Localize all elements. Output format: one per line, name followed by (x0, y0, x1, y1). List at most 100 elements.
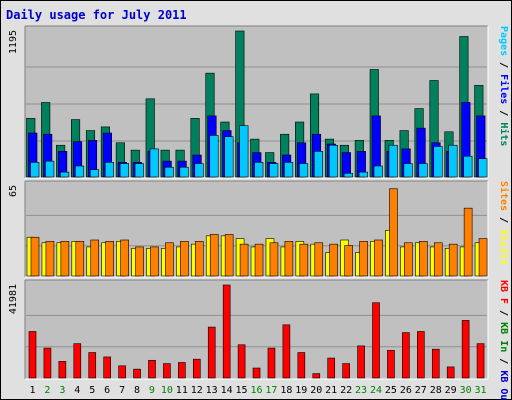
bar-sites-27 (419, 241, 428, 277)
bar-pages-17 (269, 163, 279, 178)
bar-pages-15 (239, 125, 249, 178)
bar-pages-21 (328, 144, 339, 178)
bar-kbf-4 (73, 343, 82, 379)
legend-part: / (498, 352, 509, 370)
bar-sites-11 (180, 241, 189, 277)
bar-sites-2 (45, 241, 55, 277)
bar-kbf-13 (207, 326, 216, 379)
x-axis-labels: 1 2 3 4 5 6 7 8 9 10 11 12 13 14 15 16 17 18 19 20 21 22 23 24 2… (29, 385, 486, 396)
chart-panels: 1195 Pages / Files / Hits 65 Sites / Visits… (8, 25, 510, 400)
y-max-label: 41981 (8, 284, 19, 314)
bar-kbf-23 (357, 345, 365, 379)
legend-part: / (498, 211, 509, 229)
x-tick-label: 25 (385, 385, 397, 396)
bar-pages-30 (463, 155, 473, 178)
panel-bottom: 41981 KB F / KB In / KB Out (8, 279, 509, 400)
bar-sites-24 (374, 239, 383, 277)
x-tick-label: 16 (250, 385, 262, 396)
bar-kbf-26 (402, 332, 410, 379)
legend-part: Visits (498, 229, 510, 265)
bar-sites-5 (90, 239, 100, 277)
legend-part: / (498, 56, 509, 74)
bar-sites-10 (165, 242, 174, 277)
bar-pages-18 (284, 162, 294, 178)
bar-pages-22 (343, 173, 353, 178)
bar-sites-8 (135, 246, 144, 277)
y-max-label: 65 (8, 185, 19, 197)
bar-sites-21 (329, 243, 339, 277)
bar-kbf-17 (267, 347, 276, 379)
x-tick-label: 1 (29, 385, 35, 396)
x-tick-label: 7 (119, 385, 125, 396)
legend-part: KB In (498, 322, 509, 352)
bar-pages-24 (373, 165, 383, 178)
x-tick-label: 24 (370, 385, 382, 396)
bar-sites-23 (359, 241, 368, 277)
legend-part: Files (498, 74, 510, 104)
legend-part: KB Out (498, 370, 509, 400)
x-tick-label: 13 (206, 385, 218, 396)
bar-sites-25 (389, 188, 398, 277)
x-tick-label: 5 (89, 385, 95, 396)
bar-pages-14 (224, 136, 234, 178)
bar-sites-16 (254, 243, 264, 277)
bar-pages-4 (75, 165, 85, 178)
bar-pages-10 (164, 166, 174, 178)
x-tick-label: 12 (191, 385, 203, 396)
bar-kbf-8 (133, 368, 141, 379)
x-tick-label: 31 (475, 385, 487, 396)
bar-kbf-19 (297, 352, 306, 379)
bar-kbf-11 (178, 362, 186, 379)
bar-sites-14 (224, 234, 234, 277)
chart-title: Daily usage for July 2011 (6, 8, 187, 22)
series-legend: Pages / Files / Hits (498, 26, 510, 146)
bar-kbf-31 (476, 343, 485, 379)
bar-kbf-7 (118, 365, 126, 379)
bar-sites-3 (60, 241, 70, 277)
x-tick-label: 18 (280, 385, 292, 396)
x-tick-label: 3 (59, 385, 65, 396)
legend-part: / (498, 104, 509, 122)
bar-pages-31 (478, 158, 488, 178)
x-tick-label: 9 (149, 385, 155, 396)
bar-pages-8 (134, 163, 144, 178)
bar-pages-12 (194, 163, 204, 178)
bar-sites-28 (433, 242, 443, 277)
legend-part: KB F (498, 280, 509, 304)
x-tick-label: 8 (134, 385, 140, 396)
x-tick-label: 4 (74, 385, 80, 396)
bar-pages-2 (45, 160, 55, 178)
bar-sites-17 (269, 242, 279, 277)
bar-pages-16 (254, 162, 264, 178)
bar-pages-13 (209, 135, 219, 178)
bar-sites-15 (239, 243, 249, 277)
bar-pages-29 (448, 144, 458, 178)
series-legend: Sites / Visits (498, 181, 510, 265)
bar-kbf-18 (282, 324, 291, 379)
bar-pages-1 (30, 162, 40, 178)
y-max-label: 1195 (8, 30, 19, 54)
bar-kbf-1 (28, 331, 37, 379)
bar-kbf-22 (342, 363, 350, 379)
bar-kbf-15 (237, 344, 246, 379)
bar-kbf-6 (103, 356, 111, 379)
bar-kbf-12 (192, 358, 201, 379)
bar-pages-20 (313, 151, 324, 178)
x-tick-label: 6 (104, 385, 110, 396)
bar-sites-31 (478, 238, 488, 277)
bar-kbf-14 (222, 284, 231, 379)
bar-sites-7 (120, 239, 129, 277)
bar-kbf-30 (461, 320, 470, 379)
bar-kbf-21 (327, 357, 336, 379)
bar-sites-18 (284, 241, 294, 277)
x-tick-label: 20 (310, 385, 322, 396)
x-tick-label: 30 (460, 385, 472, 396)
bar-kbf-29 (446, 366, 455, 379)
x-tick-label: 2 (44, 385, 50, 396)
bar-kbf-2 (43, 347, 52, 379)
plot-area (25, 280, 488, 379)
bar-pages-28 (433, 146, 443, 178)
bar-pages-9 (149, 148, 159, 178)
series-legend: KB F / KB In / KB Out (498, 280, 509, 400)
bar-sites-9 (150, 246, 159, 277)
